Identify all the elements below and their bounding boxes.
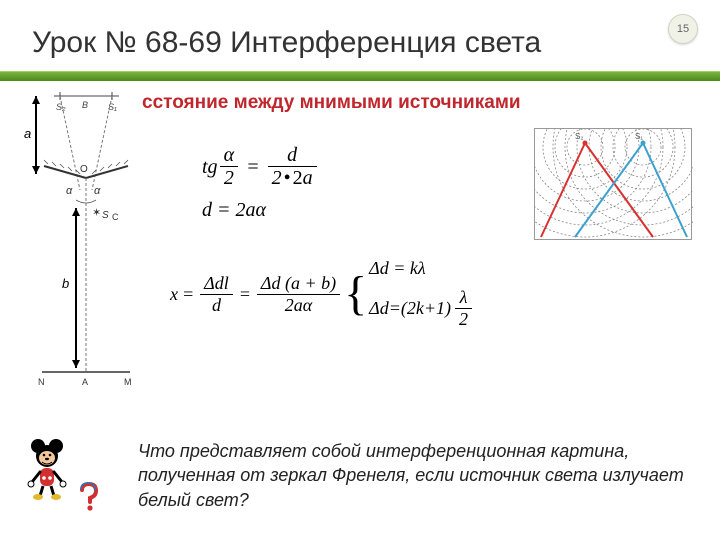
svg-text:✶: ✶ <box>92 207 101 219</box>
svg-text:N: N <box>38 377 45 387</box>
question-mark-icon <box>78 482 100 512</box>
svg-text:b: b <box>62 276 69 291</box>
formula-x: x = Δdl d = Δd (a + b) 2aα { Δd = kλ Δd … <box>170 258 474 330</box>
svg-text:A: A <box>82 377 88 387</box>
svg-text:C: C <box>112 212 119 222</box>
svg-text:M: M <box>124 377 132 387</box>
page-number-badge: 15 <box>668 14 698 44</box>
svg-text:S₂: S₂ <box>56 102 66 112</box>
formula-tangent: tg α2 = d 2•2a d = 2aα <box>202 144 319 221</box>
svg-text:S: S <box>102 210 109 221</box>
page-number: 15 <box>677 23 689 35</box>
question-text: Что представляет собой интерференционная… <box>138 439 690 512</box>
svg-text:O: O <box>80 164 88 175</box>
svg-text:α: α <box>66 185 73 197</box>
mickey-icon <box>26 436 70 500</box>
svg-text:a: a <box>24 126 31 141</box>
right-interference-figure: S₂ S₁ <box>534 128 692 240</box>
section-subtitle: сстояние между мнимыми источниками <box>142 92 521 114</box>
left-diagram: S₂ S₁ B a <box>24 88 136 388</box>
formula-d-alt: d = 2aα <box>202 199 319 221</box>
svg-text:B: B <box>82 100 88 110</box>
svg-text:S₁: S₁ <box>635 132 643 141</box>
svg-text:S₂: S₂ <box>575 132 583 141</box>
svg-text:α: α <box>94 185 101 197</box>
page-title: Урок № 68-69 Интерференция света <box>32 26 541 60</box>
green-divider-band <box>0 71 720 81</box>
